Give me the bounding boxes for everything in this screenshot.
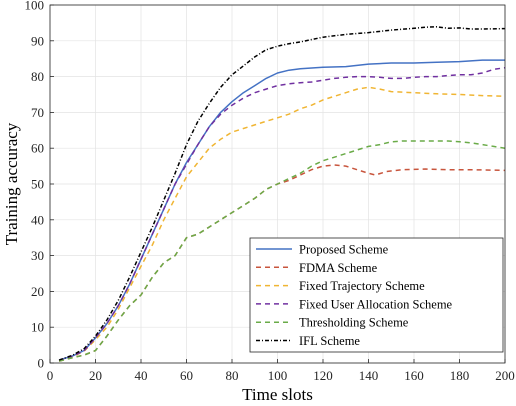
x-tick-label: 100: [268, 368, 288, 383]
x-tick-label: 0: [47, 368, 54, 383]
y-tick-label: 50: [31, 177, 44, 192]
series-lines: [58, 26, 506, 362]
series-line-3: [58, 86, 506, 362]
axis-ticks: 0 20 40 60 80 100 120 140 160 180 200 0 10 20 30 40 50 60…: [25, 0, 515, 383]
y-tick-label: 40: [31, 212, 44, 227]
y-tick-label: 0: [38, 356, 45, 371]
legend-label: Fixed Trajectory Scheme: [299, 279, 425, 293]
x-tick-label: 20: [89, 368, 102, 383]
legend-label: Thresholding Scheme: [299, 316, 409, 330]
series-line-6: [58, 26, 506, 361]
legend-box: [249, 237, 504, 353]
x-axis-title: Time slots: [242, 385, 313, 404]
legend: Proposed Scheme FDMA Scheme Fixed Trajecto…: [249, 237, 504, 353]
x-tick-label: 60: [180, 368, 193, 383]
x-tick-label: 200: [495, 368, 515, 383]
x-tick-label: 180: [450, 368, 470, 383]
y-tick-label: 90: [31, 33, 44, 48]
y-tick-label: 70: [31, 105, 44, 120]
legend-label: Fixed User Allocation Scheme: [299, 297, 453, 311]
x-tick-label: 160: [404, 368, 424, 383]
y-tick-label: 100: [25, 0, 45, 13]
y-tick-label: 80: [31, 69, 44, 84]
y-axis-title: Training accuracy: [2, 122, 21, 245]
x-tick-label: 140: [359, 368, 379, 383]
legend-label: Proposed Scheme: [299, 243, 389, 257]
legend-label: FDMA Scheme: [299, 261, 378, 275]
legend-label: IFL Scheme: [299, 334, 360, 348]
y-tick-label: 10: [31, 320, 44, 335]
series-line-5: [58, 140, 506, 362]
y-tick-label: 30: [31, 248, 44, 263]
y-tick-label: 20: [31, 284, 44, 299]
x-tick-label: 80: [226, 368, 239, 383]
series-line-4: [58, 66, 506, 362]
x-tick-label: 40: [135, 368, 148, 383]
y-tick-label: 60: [31, 141, 44, 156]
x-tick-label: 120: [313, 368, 333, 383]
